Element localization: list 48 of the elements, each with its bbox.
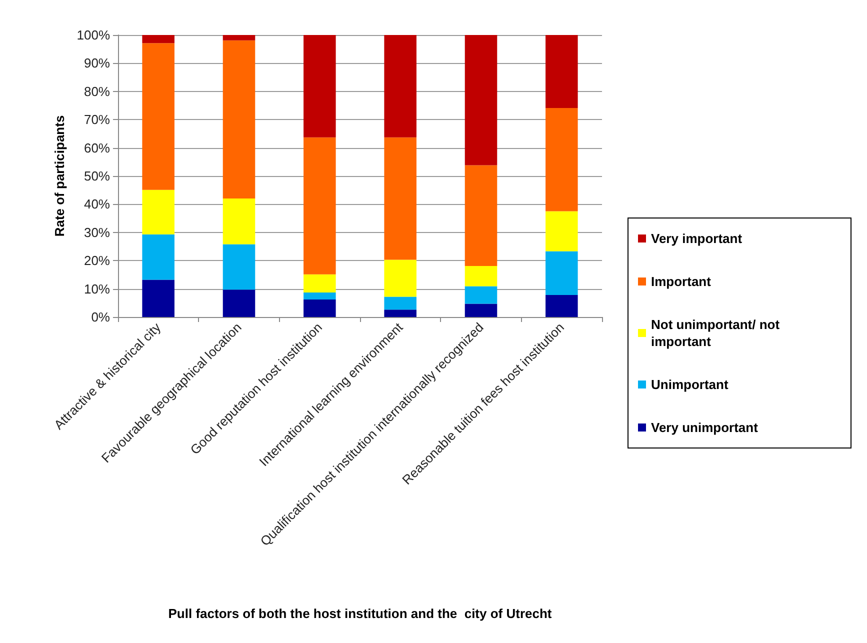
bar — [464, 304, 498, 317]
bar — [142, 35, 174, 44]
x-axis-title: Pull factors of both the host institution and the city of Utrecht — [168, 606, 552, 621]
bar — [384, 296, 416, 310]
y-tick-label: 40% — [84, 196, 110, 212]
bar — [384, 137, 416, 260]
y-tick-label: 0% — [91, 310, 110, 324]
bar — [142, 190, 174, 234]
bar — [304, 35, 336, 138]
bar — [304, 292, 336, 300]
bar — [222, 198, 256, 244]
bar — [304, 274, 336, 292]
bar — [222, 35, 256, 40]
bar — [222, 40, 256, 199]
y-tick-label: 30% — [84, 224, 110, 240]
bar — [222, 244, 256, 290]
bar — [384, 260, 416, 297]
legend-label: Very important — [651, 231, 743, 246]
bar — [464, 165, 498, 266]
bar — [384, 35, 416, 138]
bar — [464, 286, 498, 304]
y-tick-label: 100% — [76, 28, 110, 42]
bar — [222, 290, 256, 317]
y-tick-label: 20% — [84, 253, 110, 268]
bar — [304, 137, 336, 274]
y-tick-label: 10% — [84, 281, 110, 296]
y-tick-label: 60% — [84, 140, 110, 156]
y-tick-label: 80% — [84, 84, 110, 99]
bar — [142, 43, 174, 190]
legend-label: Very unimportant — [651, 420, 759, 435]
y-axis-title: Rate of participants — [52, 115, 67, 237]
bar — [304, 300, 336, 317]
y-tick-label: 50% — [84, 168, 110, 184]
bar — [142, 234, 174, 280]
y-tick-label: 70% — [84, 112, 110, 128]
bar — [546, 35, 578, 108]
y-tick-label: 90% — [84, 56, 110, 71]
bar — [384, 310, 416, 317]
bar — [464, 35, 498, 166]
legend-label: Not unimportant/ not important — [651, 317, 784, 349]
legend-label: Important — [651, 274, 712, 289]
legend-label: Unimportant — [651, 377, 729, 392]
bar — [546, 108, 578, 212]
bar — [546, 211, 578, 252]
bar — [142, 280, 174, 317]
bar — [546, 251, 578, 296]
bar — [464, 266, 498, 286]
bar — [546, 295, 578, 317]
